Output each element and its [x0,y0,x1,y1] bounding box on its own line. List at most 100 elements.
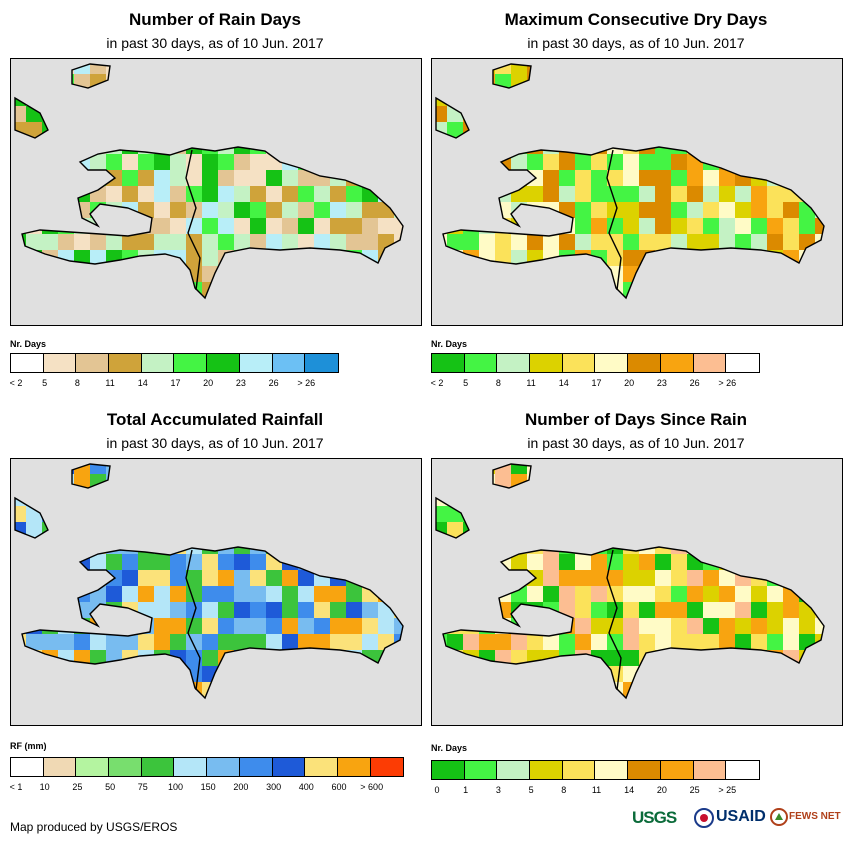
map-canvas [10,58,422,326]
legend-swatch [11,354,44,372]
grid-cell [298,602,314,618]
map-total-rainfall [10,458,422,726]
grid-cell [250,154,266,170]
grid-cell [543,154,559,170]
grid-cell [751,618,767,634]
grid-cell [591,154,607,170]
grid-cell [234,586,250,602]
legend-label: 17 [170,378,181,388]
legend-label: 300 [266,782,282,792]
grid-cell [703,618,719,634]
legend-label: 25 [689,785,700,795]
grid-cell [623,186,639,202]
grid-cell [751,234,767,250]
grid-cell [655,154,671,170]
coastline [442,546,825,700]
grid-cell [543,634,559,650]
grid-cell [266,634,282,650]
grid-cell [703,234,719,250]
panel-subtitle: in past 30 days, as of 10 Jun. 2017 [527,435,745,451]
usaid-logo: USAID [716,808,766,825]
grid-cell [703,570,719,586]
grid-cell [591,618,607,634]
grid-cell [218,202,234,218]
grid-cell [799,218,815,234]
grid-cell [703,586,719,602]
map-canvas [10,458,422,726]
grid-cell [266,618,282,634]
legend-label: 3 [495,785,501,795]
grid-cell [559,554,575,570]
country-border [185,549,201,691]
grid-cell [74,464,90,474]
legend-swatch [272,354,306,372]
grid-cell [330,202,346,218]
legend-swatch [562,354,596,372]
legend-swatch [370,758,404,776]
grid-cell [719,234,735,250]
legend-label: 14 [137,378,148,388]
grid-cell [15,122,26,138]
grid-cell [623,618,639,634]
panel-title: Number of Days Since Rain [524,410,747,429]
grid-cell [436,122,447,138]
grid-cell [234,570,250,586]
legend-swatch [628,354,661,372]
grid-cell [346,634,362,650]
grid-cell [346,602,362,618]
grid-cell [767,602,783,618]
grid-cell [575,602,591,618]
grid-cell [42,634,58,650]
grid-cell [655,218,671,234]
grid-cell [330,634,346,650]
grid-cell [250,186,266,202]
grid-cell [575,618,591,634]
grid-cell [543,170,559,186]
grid-cell [202,650,218,666]
grid-cell [138,170,154,186]
grid-cell [122,186,138,202]
grid-cell [799,618,815,634]
grid-cell [330,186,346,202]
grid-cell [575,202,591,218]
grid-cell [15,106,26,122]
grid-cell [543,586,559,602]
grid-cell [250,234,266,250]
grid-cell [298,586,314,602]
grid-cell [186,602,202,618]
legend-label: 5 [42,378,48,388]
grid-cell [687,634,703,650]
panel-subtitle: in past 30 days, as of 10 Jun. 2017 [527,35,745,51]
grid-cell [26,234,42,250]
grid-cell [282,618,298,634]
grid-cell [559,234,575,250]
grid-cell [719,586,735,602]
grid-cell [234,602,250,618]
grid-cell [623,602,639,618]
grid-cell [607,634,623,650]
coastline [71,63,111,89]
legend-swatch [497,354,531,372]
grid-cell [671,202,687,218]
grid-cell [767,618,783,634]
grid-cell [202,634,218,650]
grid-cell [703,170,719,186]
grid-cell [106,186,122,202]
legend-label: 8 [561,785,567,795]
grid-cell [719,618,735,634]
grid-cell [639,586,655,602]
legend-label: 25 [72,782,83,792]
grid-cell [783,634,799,650]
grid-cell [154,154,170,170]
legend-label: 100 [167,782,184,792]
grid-cell [815,218,824,234]
grid-cell [655,618,671,634]
grid-cell [671,186,687,202]
usaid-seal-icon [694,808,714,834]
grid-cell [527,554,543,570]
grid-cell [639,202,655,218]
grid-cell [767,218,783,234]
grid-cell [218,634,234,650]
grid-cell [250,202,266,218]
grid-cell [607,618,623,634]
